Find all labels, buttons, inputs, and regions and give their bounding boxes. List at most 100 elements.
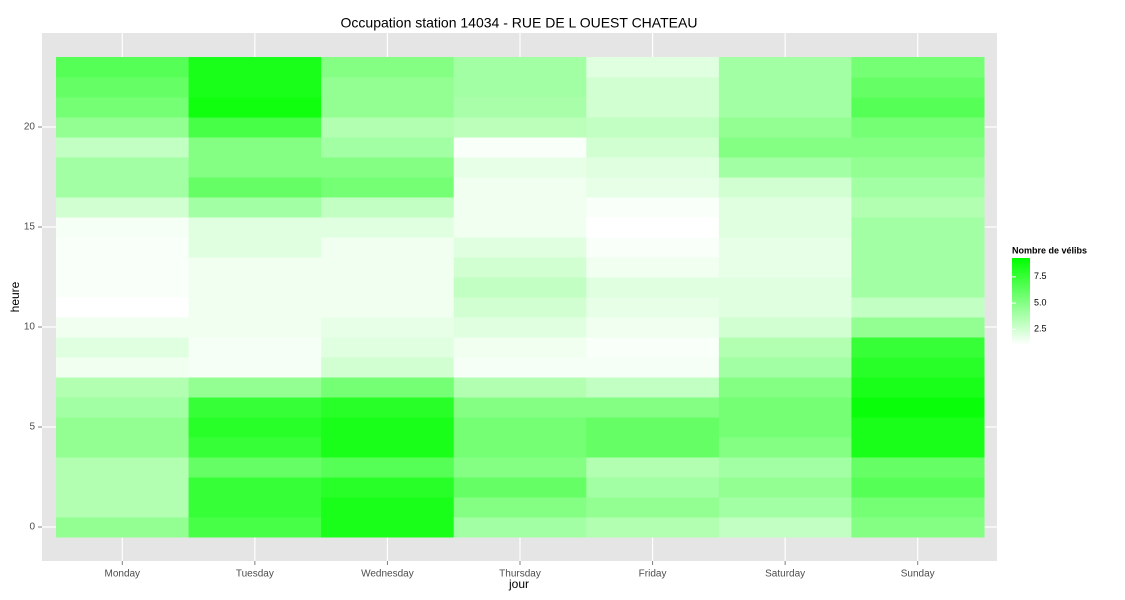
heat-cell xyxy=(718,357,852,378)
heat-cell xyxy=(718,397,852,418)
heat-cell xyxy=(321,197,455,218)
heat-cell xyxy=(453,437,587,458)
heat-cell xyxy=(188,317,322,338)
y-tick-label: 10 xyxy=(24,322,36,333)
heat-cell xyxy=(56,477,190,498)
heat-cell xyxy=(56,357,190,378)
heat-cell xyxy=(56,377,190,398)
heat-cell xyxy=(718,437,852,458)
heat-cell xyxy=(586,57,720,78)
heat-cell xyxy=(453,397,587,418)
heat-cell xyxy=(851,77,985,98)
heat-cell xyxy=(453,57,587,78)
heat-cell xyxy=(851,177,985,198)
x-tick-label: Saturday xyxy=(765,569,805,580)
heat-cell xyxy=(56,397,190,418)
heat-cell xyxy=(321,257,455,278)
heat-cell xyxy=(321,397,455,418)
heat-cell xyxy=(851,357,985,378)
heat-cell xyxy=(586,237,720,258)
heat-cell xyxy=(718,117,852,138)
heat-cell xyxy=(851,497,985,518)
heat-cell xyxy=(188,337,322,358)
heat-cell xyxy=(586,197,720,218)
heat-cell xyxy=(586,137,720,158)
y-axis-label: heure xyxy=(8,281,22,312)
x-tick-label: Tuesday xyxy=(236,569,274,580)
heat-cell xyxy=(56,97,190,118)
heat-cell xyxy=(56,117,190,138)
heat-cell xyxy=(188,257,322,278)
heat-cell xyxy=(56,457,190,478)
heat-cell xyxy=(188,177,322,198)
heat-cell xyxy=(321,157,455,178)
heat-cell xyxy=(586,377,720,398)
heat-cell xyxy=(56,317,190,338)
chart-title: Occupation station 14034 - RUE DE L OUES… xyxy=(341,15,698,31)
heat-cell xyxy=(321,277,455,298)
heat-cell xyxy=(321,97,455,118)
heat-cell xyxy=(188,377,322,398)
heat-cell xyxy=(718,317,852,338)
heat-cell xyxy=(718,457,852,478)
heat-cell xyxy=(188,217,322,238)
x-tick-label: Thursday xyxy=(499,569,541,580)
heat-cell xyxy=(56,417,190,438)
heat-cell xyxy=(453,217,587,238)
heat-cell xyxy=(453,77,587,98)
heat-cell xyxy=(321,517,455,538)
heat-cell xyxy=(453,237,587,258)
heat-cell xyxy=(453,297,587,318)
heat-cell xyxy=(586,297,720,318)
heat-cell xyxy=(851,297,985,318)
heat-cell xyxy=(453,417,587,438)
heat-cell xyxy=(586,117,720,138)
legend-tick-label: 2.5 xyxy=(1034,324,1047,334)
heat-cell xyxy=(56,437,190,458)
heat-cell xyxy=(56,257,190,278)
heat-cell xyxy=(188,237,322,258)
heat-cell xyxy=(718,337,852,358)
heat-cell xyxy=(56,197,190,218)
heat-cell xyxy=(188,417,322,438)
heat-cell xyxy=(453,477,587,498)
heat-cell xyxy=(718,97,852,118)
heat-cell xyxy=(188,437,322,458)
heat-cell xyxy=(586,257,720,278)
heat-cell xyxy=(321,117,455,138)
heat-cell xyxy=(586,177,720,198)
heat-cell xyxy=(188,137,322,158)
x-tick-label: Friday xyxy=(639,569,667,580)
heat-cell xyxy=(453,257,587,278)
heat-cell xyxy=(453,117,587,138)
heat-cell xyxy=(453,357,587,378)
heat-cell xyxy=(188,277,322,298)
heat-cell xyxy=(188,477,322,498)
heat-cell xyxy=(718,157,852,178)
legend-tick-label: 7.5 xyxy=(1034,271,1047,281)
heat-cell xyxy=(56,297,190,318)
heat-cell xyxy=(453,177,587,198)
heat-cell xyxy=(453,377,587,398)
heat-cell xyxy=(188,77,322,98)
heat-cell xyxy=(321,477,455,498)
heat-cell xyxy=(851,477,985,498)
heat-cell xyxy=(718,57,852,78)
heat-cell xyxy=(321,237,455,258)
y-tick-label: 15 xyxy=(24,222,36,233)
y-tick-label: 5 xyxy=(29,422,35,433)
heat-cell xyxy=(586,357,720,378)
heat-cell xyxy=(321,77,455,98)
heat-cell xyxy=(56,137,190,158)
heat-cell xyxy=(56,337,190,358)
heat-cell xyxy=(851,217,985,238)
colorbar xyxy=(1012,258,1030,345)
heat-cell xyxy=(718,497,852,518)
heat-cell xyxy=(718,417,852,438)
heat-cell xyxy=(453,517,587,538)
heat-cell xyxy=(851,237,985,258)
y-tick-label: 0 xyxy=(29,522,35,533)
heat-cell xyxy=(453,97,587,118)
heat-cell xyxy=(321,137,455,158)
